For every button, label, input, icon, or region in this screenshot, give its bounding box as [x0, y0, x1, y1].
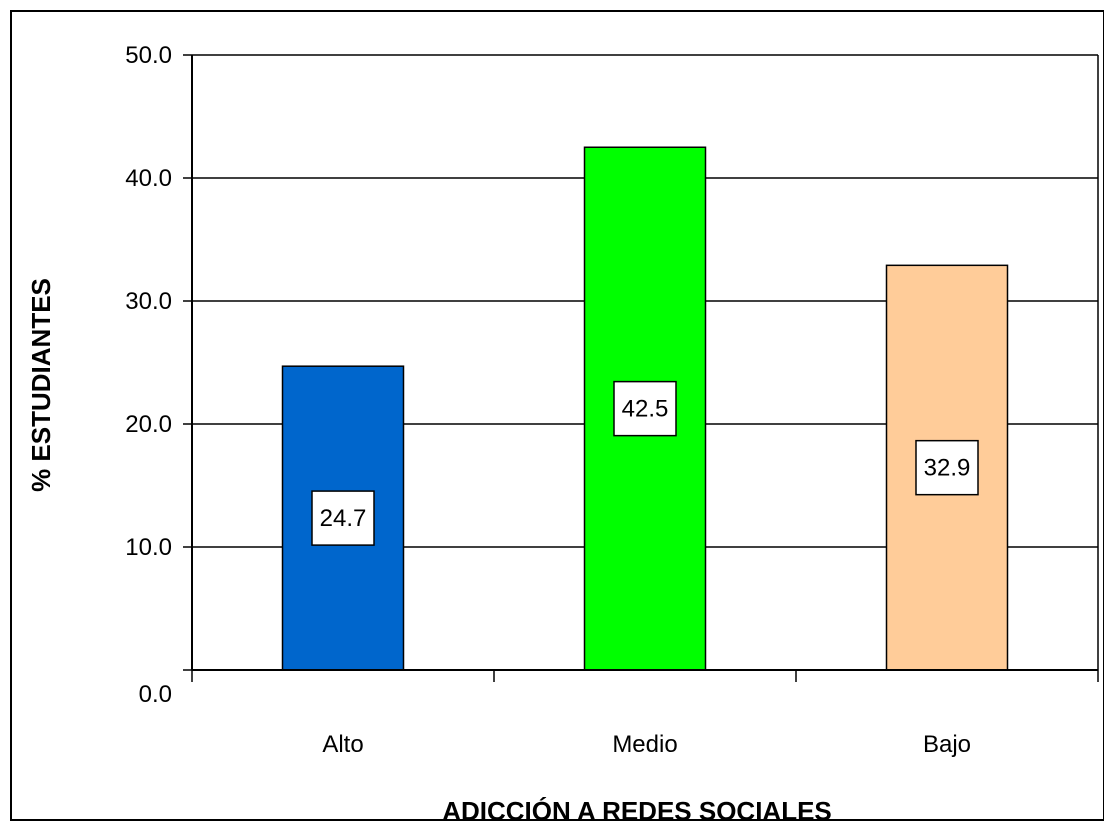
labels: 24.7 Alto 42.5 Medio 32.9 Bajo 0.0 10.0 20.0 30.0… — [125, 42, 979, 758]
y-tick-label: 10.0 — [125, 534, 172, 561]
data-label: 32.9 — [924, 455, 971, 482]
data-label: 42.5 — [622, 396, 669, 423]
y-tick-label: 40.0 — [125, 165, 172, 192]
data-label-box — [613, 380, 677, 437]
y-tick-label: 30.0 — [125, 288, 172, 315]
x-tick-label: Bajo — [923, 731, 971, 758]
y-tick-label: 20.0 — [125, 411, 172, 438]
data-label: 24.7 — [320, 505, 367, 532]
x-tick-label: Alto — [322, 731, 363, 758]
y-tick-label: 0.0 — [139, 681, 172, 708]
x-tick-label: Medio — [612, 731, 677, 758]
x-axis-title: ADICCIÓN A REDES SOCIALES — [442, 796, 832, 824]
y-tick-label: 50.0 — [125, 42, 172, 69]
data-label-box — [311, 490, 375, 546]
y-axis-title: % ESTUDIANTES — [26, 278, 56, 492]
axes — [183, 54, 1099, 682]
data-label-box — [915, 439, 979, 496]
